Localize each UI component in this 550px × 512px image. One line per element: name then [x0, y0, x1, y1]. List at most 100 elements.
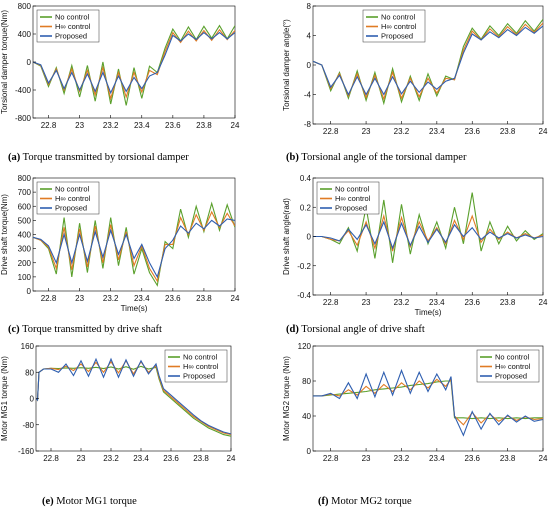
x-tick-label: 23.2 — [394, 298, 410, 307]
y-tick-label: 0.4 — [300, 174, 312, 183]
y-axis-label: Torsional damper torque(Nm) — [0, 10, 9, 114]
y-tick-label: 80 — [302, 377, 311, 386]
legend-entry: No control — [335, 185, 370, 194]
x-tick-label: 23.2 — [394, 454, 410, 463]
y-tick-label: 800 — [18, 174, 32, 183]
x-tick-label: 23.4 — [133, 454, 149, 463]
x-tick-label: 23.4 — [134, 121, 150, 130]
y-tick-label: 0 — [27, 287, 32, 296]
y-tick-label: -8 — [304, 120, 312, 129]
x-tick-label: 24 — [539, 298, 548, 307]
caption-text: Torsional angle of the torsional damper — [299, 152, 467, 163]
x-tick-label: 23.6 — [165, 294, 181, 303]
legend-entry: Proposed — [55, 32, 87, 41]
y-axis-label: Motor MG2 torque (Nm) — [282, 356, 291, 441]
caption-letter: (e) — [42, 496, 54, 507]
x-tick-label: 23.2 — [103, 454, 119, 463]
y-tick-label: 8 — [307, 2, 312, 11]
chart-panel-1: 22.8 23 23.2 23.4 23.6 23.8 24 -800 -400 0 400 800 T… — [0, 2, 240, 163]
legend-entry: No control — [55, 185, 90, 194]
y-tick-label: 500 — [18, 216, 32, 225]
y-tick-label: 200 — [18, 259, 32, 268]
chart-panel-6: 22.8 23 23.2 23.4 23.6 23.8 24 0 40 80 120 Motor MG… — [282, 342, 548, 507]
x-tick-label: 23.8 — [196, 121, 212, 130]
y-tick-label: -800 — [15, 114, 32, 123]
y-tick-label: 600 — [18, 202, 32, 211]
series-line-3 — [313, 368, 543, 437]
legend-entry: No control — [183, 353, 218, 362]
series-line-2 — [33, 210, 235, 283]
y-tick-label: -400 — [15, 86, 32, 95]
x-tick-label: 23.6 — [165, 121, 181, 130]
legend-entry: Proposed — [381, 32, 413, 41]
x-tick-label: 24 — [227, 454, 236, 463]
x-tick-label: 23.4 — [134, 294, 150, 303]
legend-entry: H∞ control — [381, 22, 417, 31]
y-axis-label: Drive shaft torque(Nm) — [0, 194, 9, 275]
legend-entry: No control — [55, 13, 90, 22]
x-tick-label: 23 — [75, 121, 84, 130]
y-tick-label: -0.4 — [297, 291, 311, 300]
legend-entry: H∞ control — [55, 194, 91, 203]
series-line-3 — [313, 25, 543, 96]
x-tick-label: 23.2 — [394, 127, 410, 136]
figure-caption: (c) Torque transmitted by drive shaft — [8, 324, 162, 335]
series-line-3 — [313, 220, 543, 250]
legend-entry: No control — [381, 13, 416, 22]
x-axis-label: Time(s) — [121, 304, 148, 313]
x-tick-label: 22.8 — [323, 127, 339, 136]
y-axis-label: Torsional damper angle(°) — [282, 19, 291, 111]
legend-entry: H∞ control — [495, 362, 531, 371]
x-tick-label: 22.8 — [43, 454, 59, 463]
caption-text: Torsional angle of drive shaft — [299, 324, 425, 335]
chart-panel-2: 22.8 23 23.2 23.4 23.6 23.8 24 -8 -4 0 4 8 Torsional… — [282, 2, 548, 163]
series-line-3 — [36, 357, 231, 435]
y-tick-label: 0.2 — [300, 203, 312, 212]
x-tick-label: 22.8 — [323, 454, 339, 463]
legend-entry: No control — [495, 353, 530, 362]
caption-letter: (b) — [286, 152, 299, 163]
y-tick-label: -160 — [18, 447, 35, 456]
y-tick-label: 40 — [302, 412, 311, 421]
caption-letter: (d) — [286, 324, 299, 335]
x-tick-label: 23.8 — [500, 298, 516, 307]
chart-panel-3: 22.8 23 23.2 23.4 23.6 23.8 24 0 100 200 300 400 500… — [0, 174, 240, 335]
y-tick-label: -0.2 — [297, 262, 311, 271]
y-axis-label: Motor MG1 torque (Nm) — [0, 356, 9, 441]
caption-letter: (c) — [8, 324, 20, 335]
x-tick-label: 23.8 — [500, 454, 516, 463]
x-tick-label: 23 — [362, 454, 371, 463]
figure-caption: (b) Torsional angle of the torsional dam… — [286, 152, 467, 163]
x-tick-label: 24 — [231, 294, 240, 303]
x-tick-label: 23 — [362, 298, 371, 307]
y-tick-label: 100 — [18, 273, 32, 282]
plot-area — [312, 5, 544, 125]
x-tick-label: 23.6 — [464, 454, 480, 463]
x-axis-label: Time(s) — [415, 308, 442, 317]
y-tick-label: 120 — [298, 342, 312, 351]
caption-letter: (a) — [8, 152, 21, 163]
legend-entry: H∞ control — [335, 194, 371, 203]
legend-entry: H∞ control — [183, 362, 219, 371]
series-line-1 — [33, 201, 235, 287]
figure-caption: (a) Torque transmitted by torsional damp… — [8, 152, 189, 163]
legend-entry: Proposed — [55, 204, 87, 213]
figure-caption: (d) Torsional angle of drive shaft — [286, 324, 425, 335]
x-tick-label: 23.8 — [196, 294, 212, 303]
series-line-3 — [33, 218, 235, 279]
x-tick-label: 22.8 — [323, 298, 339, 307]
x-tick-label: 22.8 — [41, 121, 57, 130]
y-tick-label: 700 — [18, 188, 32, 197]
caption-text: Torque transmitted by torsional damper — [20, 152, 189, 163]
legend-entry: Proposed — [183, 372, 215, 381]
legend-entry: Proposed — [335, 204, 367, 213]
y-tick-label: -80 — [22, 421, 34, 430]
x-tick-label: 22.8 — [41, 294, 57, 303]
x-tick-label: 23.6 — [464, 127, 480, 136]
y-tick-label: -4 — [304, 91, 312, 100]
x-tick-label: 23.6 — [163, 454, 179, 463]
x-tick-label: 23.6 — [464, 298, 480, 307]
